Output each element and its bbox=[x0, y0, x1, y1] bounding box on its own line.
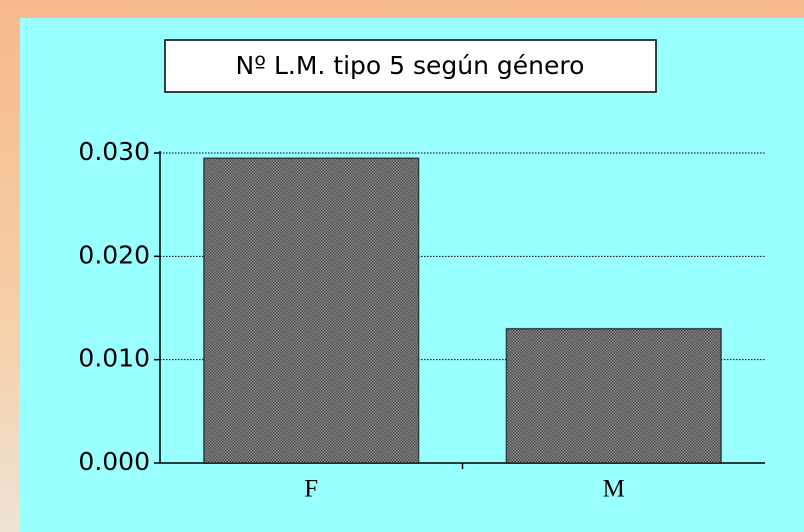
bar-texture bbox=[505, 327, 722, 464]
x-tick-label: F bbox=[304, 476, 318, 503]
title-box bbox=[164, 39, 657, 93]
x-tick-label: M bbox=[603, 476, 625, 503]
bar-texture bbox=[203, 157, 420, 464]
y-tick-label: 0.030 bbox=[78, 137, 150, 166]
y-tick-label: 0.020 bbox=[78, 240, 150, 269]
y-tick-label: 0.000 bbox=[78, 447, 150, 476]
chart-title: Nº L.M. tipo 5 según género bbox=[236, 51, 585, 80]
y-tick-label: 0.010 bbox=[78, 344, 150, 373]
